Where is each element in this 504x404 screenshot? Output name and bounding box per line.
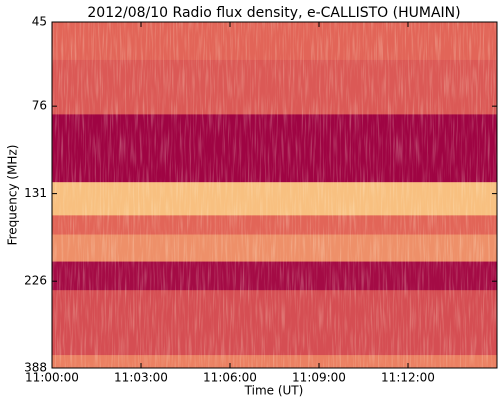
plot-frame: [51, 21, 498, 369]
x-tick-label: 11:00:00: [25, 371, 79, 385]
y-axis-label: Frequency (MHz): [6, 145, 20, 246]
y-tick-label: 45: [32, 15, 47, 29]
noise-texture: [52, 22, 497, 368]
x-axis-label: Time (UT): [244, 384, 304, 398]
y-tick-label: 76: [32, 99, 47, 113]
chart-title: 2012/08/10 Radio flux density, e-CALLIST…: [87, 5, 460, 21]
y-tick-label: 131: [24, 186, 47, 200]
y-tick-label: 388: [24, 361, 47, 375]
x-tick-label: 11:06:00: [203, 371, 257, 385]
x-tick-label: 11:03:00: [114, 371, 168, 385]
y-tick-label: 226: [24, 274, 47, 288]
x-tick-label: 11:09:00: [292, 371, 346, 385]
x-tick-label: 11:12:00: [381, 371, 435, 385]
